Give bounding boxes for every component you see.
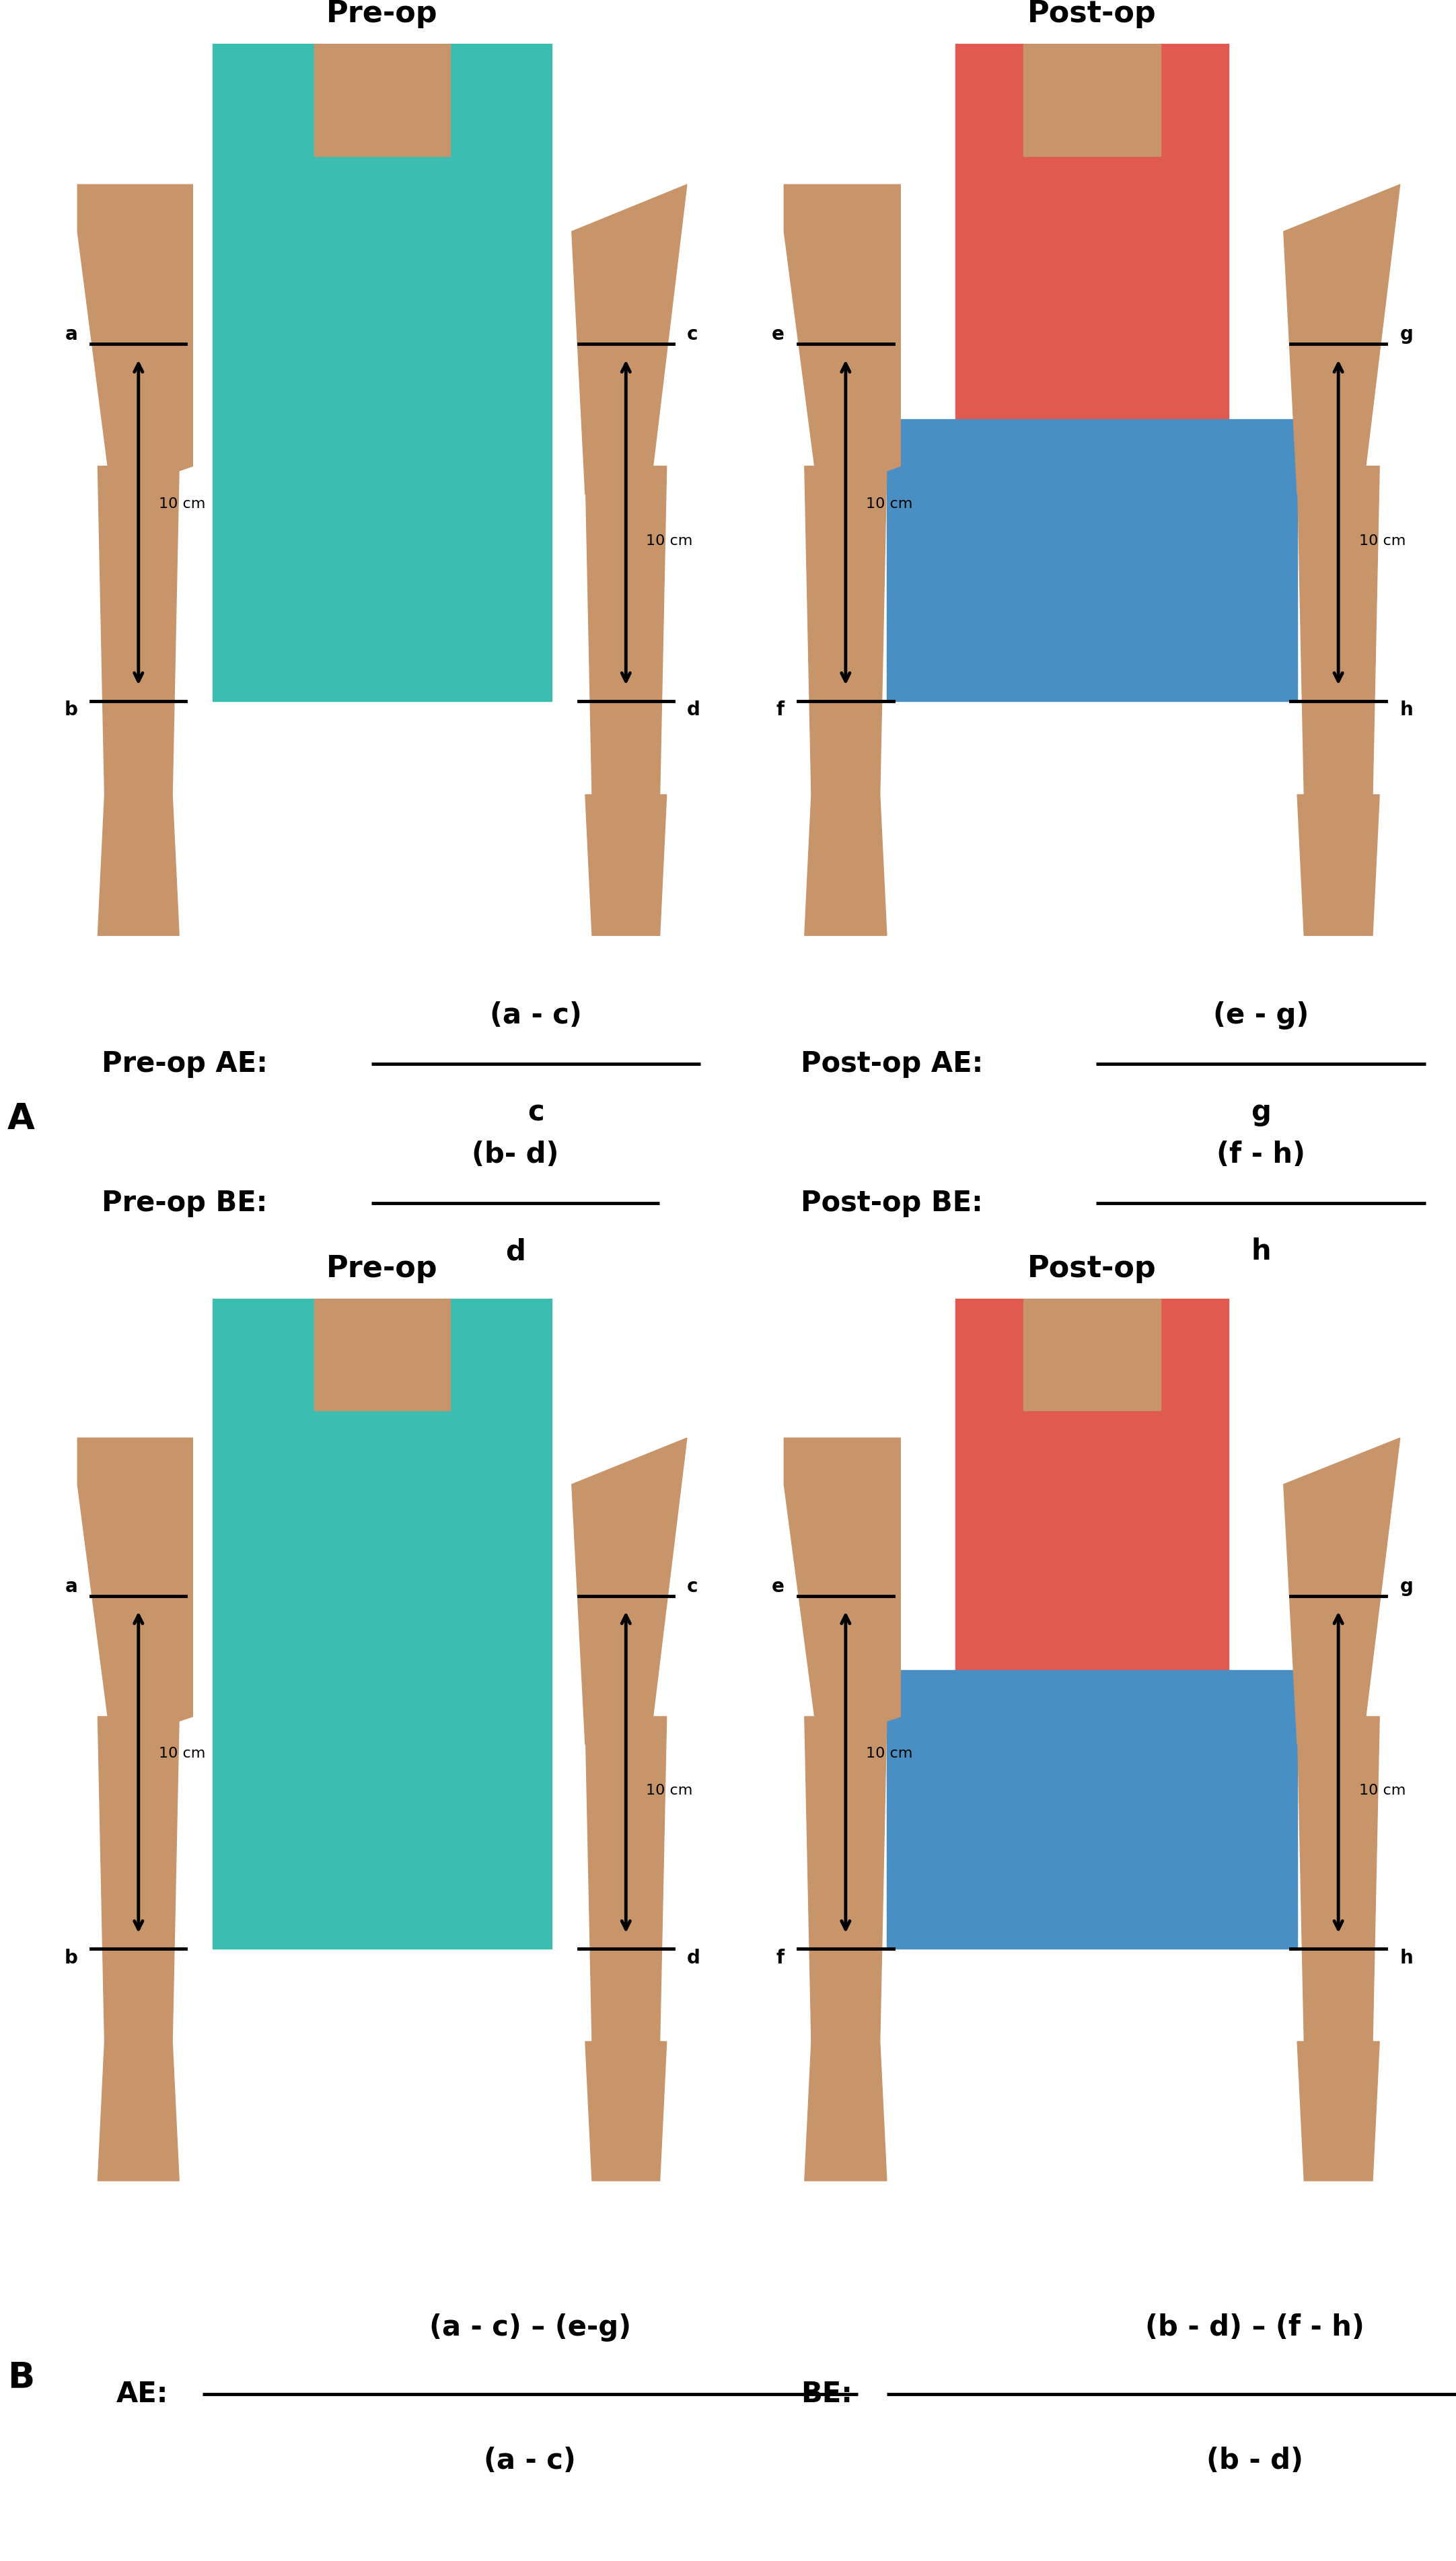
Text: Post-op AE:: Post-op AE: bbox=[801, 1050, 983, 1078]
Polygon shape bbox=[213, 44, 552, 702]
Polygon shape bbox=[585, 794, 667, 935]
Text: h: h bbox=[1401, 702, 1414, 720]
Text: (f - h): (f - h) bbox=[1217, 1140, 1305, 1170]
Polygon shape bbox=[213, 1298, 552, 1949]
Polygon shape bbox=[805, 466, 887, 794]
Polygon shape bbox=[572, 184, 687, 494]
Polygon shape bbox=[77, 184, 192, 494]
Text: e: e bbox=[772, 325, 783, 343]
Text: c: c bbox=[687, 325, 697, 343]
Polygon shape bbox=[1297, 2041, 1379, 2182]
Polygon shape bbox=[783, 184, 900, 494]
Text: 10 cm: 10 cm bbox=[646, 1785, 693, 1798]
Text: Pre-op BE:: Pre-op BE: bbox=[102, 1188, 268, 1216]
Text: Pre-op: Pre-op bbox=[326, 1255, 438, 1283]
Text: 10 cm: 10 cm bbox=[866, 1747, 913, 1759]
Polygon shape bbox=[805, 2041, 887, 2182]
Text: BE:: BE: bbox=[801, 2379, 853, 2407]
Text: Post-op: Post-op bbox=[1028, 0, 1156, 28]
Text: b: b bbox=[64, 702, 77, 720]
Text: AE:: AE: bbox=[116, 2379, 169, 2407]
Text: (b - d) – (f - h): (b - d) – (f - h) bbox=[1146, 2313, 1364, 2341]
Text: c: c bbox=[687, 1578, 697, 1596]
Text: Pre-op AE:: Pre-op AE: bbox=[102, 1050, 268, 1078]
Polygon shape bbox=[1297, 1716, 1379, 2041]
Text: Post-op: Post-op bbox=[1028, 1255, 1156, 1283]
Polygon shape bbox=[98, 2041, 179, 2182]
Text: d: d bbox=[505, 1237, 526, 1265]
Text: Pre-op: Pre-op bbox=[326, 0, 438, 28]
Polygon shape bbox=[314, 1298, 450, 1411]
Polygon shape bbox=[98, 794, 179, 935]
Text: d: d bbox=[687, 1949, 700, 1967]
Polygon shape bbox=[77, 1437, 192, 1744]
Text: (a - c): (a - c) bbox=[483, 2446, 577, 2474]
Text: b: b bbox=[64, 1949, 77, 1967]
Text: f: f bbox=[776, 1949, 783, 1967]
Text: 10 cm: 10 cm bbox=[1358, 535, 1405, 548]
Polygon shape bbox=[585, 1716, 667, 2041]
Polygon shape bbox=[98, 466, 179, 794]
Polygon shape bbox=[887, 1670, 1297, 1949]
Polygon shape bbox=[572, 1437, 687, 1744]
Text: 10 cm: 10 cm bbox=[1358, 1785, 1405, 1798]
Polygon shape bbox=[1024, 44, 1160, 156]
Text: 10 cm: 10 cm bbox=[866, 497, 913, 510]
Text: (a - c): (a - c) bbox=[489, 1001, 582, 1030]
Text: g: g bbox=[1401, 325, 1414, 343]
Polygon shape bbox=[955, 1298, 1229, 1670]
Text: f: f bbox=[776, 702, 783, 720]
Text: g: g bbox=[1251, 1099, 1271, 1127]
Polygon shape bbox=[1297, 794, 1379, 935]
Text: 10 cm: 10 cm bbox=[159, 1747, 205, 1759]
Polygon shape bbox=[1024, 1298, 1160, 1411]
Polygon shape bbox=[887, 420, 1297, 702]
Polygon shape bbox=[585, 2041, 667, 2182]
Text: a: a bbox=[66, 1578, 77, 1596]
Text: A: A bbox=[7, 1101, 35, 1137]
Polygon shape bbox=[314, 44, 450, 156]
Text: e: e bbox=[772, 1578, 783, 1596]
Text: d: d bbox=[687, 702, 700, 720]
Text: Post-op BE:: Post-op BE: bbox=[801, 1188, 983, 1216]
Polygon shape bbox=[1284, 184, 1401, 494]
Polygon shape bbox=[98, 1716, 179, 2041]
Polygon shape bbox=[1297, 466, 1379, 794]
Text: (b- d): (b- d) bbox=[472, 1140, 559, 1170]
Text: (a - c) – (e-g): (a - c) – (e-g) bbox=[430, 2313, 630, 2341]
Text: g: g bbox=[1401, 1578, 1414, 1596]
Text: c: c bbox=[527, 1099, 545, 1127]
Polygon shape bbox=[805, 1716, 887, 2041]
Text: (e - g): (e - g) bbox=[1213, 1001, 1309, 1030]
Polygon shape bbox=[955, 44, 1229, 420]
Text: B: B bbox=[7, 2359, 35, 2395]
Polygon shape bbox=[805, 794, 887, 935]
Text: h: h bbox=[1401, 1949, 1414, 1967]
Text: h: h bbox=[1251, 1237, 1271, 1265]
Text: a: a bbox=[66, 325, 77, 343]
Polygon shape bbox=[585, 466, 667, 794]
Polygon shape bbox=[1284, 1437, 1401, 1744]
Text: 10 cm: 10 cm bbox=[159, 497, 205, 510]
Text: 10 cm: 10 cm bbox=[646, 535, 693, 548]
Polygon shape bbox=[783, 1437, 900, 1744]
Text: (b - d): (b - d) bbox=[1207, 2446, 1303, 2474]
